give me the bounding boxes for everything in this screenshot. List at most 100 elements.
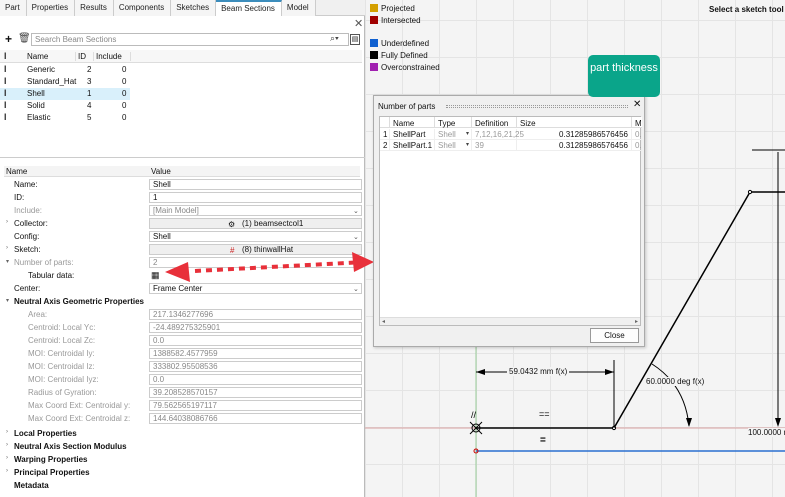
tab-sketches[interactable]: Sketches: [171, 0, 217, 16]
property-value[interactable]: 1: [149, 192, 362, 203]
geometry-row: MOI: Centroidal Iyz: 0.0: [4, 373, 362, 386]
col-name[interactable]: Name: [390, 117, 435, 128]
col-type[interactable]: Type: [435, 117, 472, 128]
close-button[interactable]: Close: [590, 328, 639, 343]
horizontal-scrollbar[interactable]: ◂ ▸: [380, 317, 640, 325]
property-label: Name:: [14, 180, 38, 189]
property-label: Number of parts:: [14, 258, 74, 267]
table-row[interactable]: 2 ShellPart.1 Shell ▾ 39 0.31285986576456…: [380, 140, 642, 151]
search-input[interactable]: Search Beam Sections: [31, 33, 349, 46]
list-item[interactable]: I Standard_Hat 3 0: [0, 76, 130, 88]
tab-model[interactable]: Model: [281, 0, 316, 16]
chevron-down-icon[interactable]: ▾: [465, 142, 469, 148]
tab-results[interactable]: Results: [75, 0, 114, 16]
property-label: MOI: Centroidal Iy:: [28, 349, 95, 358]
table-icon[interactable]: ▦: [151, 270, 160, 280]
list-item[interactable]: I Solid 4 0: [0, 100, 130, 112]
col-include[interactable]: Include: [93, 52, 131, 61]
chevron-down-icon[interactable]: ⌄: [353, 286, 359, 293]
item-include: 0: [122, 89, 127, 98]
legend-label: Intersected: [381, 15, 421, 25]
expand-icon[interactable]: ›: [6, 429, 8, 435]
row-center: Center: Frame Center: [4, 282, 362, 295]
chevron-down-icon[interactable]: ⌄: [353, 234, 359, 241]
number-of-parts-dialog: Number of parts ✕ Name Type Definition S…: [373, 95, 645, 347]
property-label: ID:: [14, 193, 25, 202]
type-value: Shell: [438, 141, 456, 150]
sketch-icon: #: [230, 246, 235, 255]
list-item[interactable]: I Shell 1 0: [0, 88, 130, 100]
tab-part[interactable]: Part: [0, 0, 27, 16]
part-name[interactable]: ShellPart.1: [390, 140, 435, 151]
table-row[interactable]: 1 ShellPart Shell ▾ 7,12,16,21,25 0.31285…: [380, 129, 642, 140]
tab-beam-sections[interactable]: Beam Sections: [216, 0, 282, 16]
column-settings-icon[interactable]: ▤: [350, 34, 360, 45]
col-size[interactable]: Size: [517, 117, 632, 128]
status-text: Select a sketch tool: [709, 5, 784, 14]
col-m[interactable]: M: [632, 117, 642, 128]
tab-components[interactable]: Components: [113, 0, 172, 16]
left-panel: Part Properties Results Components Sketc…: [0, 0, 365, 497]
item-id: 5: [87, 113, 92, 122]
close-icon[interactable]: ✕: [354, 18, 364, 30]
type-select[interactable]: Shell ▾: [435, 129, 472, 140]
expand-icon[interactable]: ›: [6, 455, 8, 461]
expand-icon[interactable]: ›: [6, 245, 8, 251]
collapse-icon[interactable]: ▾: [6, 259, 10, 265]
item-include: 0: [122, 77, 127, 86]
part-name[interactable]: ShellPart: [390, 129, 435, 140]
legend-label: Projected: [381, 3, 415, 13]
splitter[interactable]: [0, 157, 365, 160]
length-dimension-label[interactable]: 59.0432 mm f(x): [507, 367, 570, 376]
expand-icon[interactable]: ›: [6, 442, 8, 448]
arrowhead: [352, 252, 374, 272]
arrowhead: [165, 262, 190, 282]
type-select[interactable]: Shell ▾: [435, 140, 472, 151]
property-value[interactable]: Frame Center: [149, 283, 362, 294]
search-icon[interactable]: ⌕▾: [330, 33, 339, 43]
equal-constraint-icon: ==: [539, 409, 550, 419]
property-value[interactable]: (8) thinwallHat: [149, 244, 362, 255]
property-value[interactable]: Shell: [149, 231, 362, 242]
part-size[interactable]: 0.31285986576456: [517, 129, 632, 140]
col-name[interactable]: Name: [27, 52, 49, 61]
part-m: 0.0: [632, 140, 642, 151]
expand-icon[interactable]: ›: [6, 219, 8, 225]
tab-properties[interactable]: Properties: [26, 0, 76, 16]
col-definition[interactable]: Definition: [472, 117, 517, 128]
property-header: Name Value: [4, 166, 360, 177]
property-value[interactable]: Shell: [149, 179, 362, 190]
property-label: Max Coord Ext: Centroidal y:: [28, 401, 131, 410]
angle-arc: [651, 363, 690, 427]
geometry-row: MOI: Centroidal Iz: 333802.95508536: [4, 360, 362, 373]
row-id: ID: 1: [4, 191, 362, 204]
dialog-close-icon[interactable]: ✕: [633, 99, 642, 110]
part-size[interactable]: 0.31285986576456: [517, 140, 632, 151]
col-id[interactable]: ID: [75, 52, 86, 61]
list-item[interactable]: I Elastic 5 0: [0, 112, 130, 124]
property-value: 144.64038086766: [149, 413, 362, 424]
geometry-row: Centroid: Local Yc: -24.489275325901: [4, 321, 362, 334]
drag-handle[interactable]: [446, 105, 628, 108]
annotation-arrow: [194, 260, 366, 273]
add-icon[interactable]: +: [5, 32, 13, 46]
property-value: 0.0: [149, 335, 362, 346]
row-number: 2: [380, 140, 390, 151]
angle-dimension-label[interactable]: 60.0000 deg f(x): [646, 377, 705, 386]
collector-icon: ⚙: [228, 220, 236, 229]
trash-icon[interactable]: 🗑: [18, 33, 31, 44]
collapse-icon[interactable]: ▾: [6, 298, 10, 304]
chevron-down-icon[interactable]: ▾: [465, 131, 469, 137]
scroll-left-icon: ◂: [382, 319, 386, 325]
header-value: Value: [151, 167, 171, 176]
property-label: Local Properties: [14, 429, 77, 438]
chevron-down-icon[interactable]: ⌄: [353, 208, 359, 215]
legend-item: Projected: [370, 3, 415, 13]
expand-icon[interactable]: ›: [6, 468, 8, 474]
list-item[interactable]: I Generic 2 0: [0, 64, 130, 76]
height-dimension-label[interactable]: 100.0000 mm: [748, 428, 785, 437]
beam-section-icon: I: [4, 88, 7, 98]
arrowhead: [775, 418, 781, 427]
arrowhead: [476, 369, 485, 375]
property-value[interactable]: (1) beamsectcol1: [149, 218, 362, 229]
